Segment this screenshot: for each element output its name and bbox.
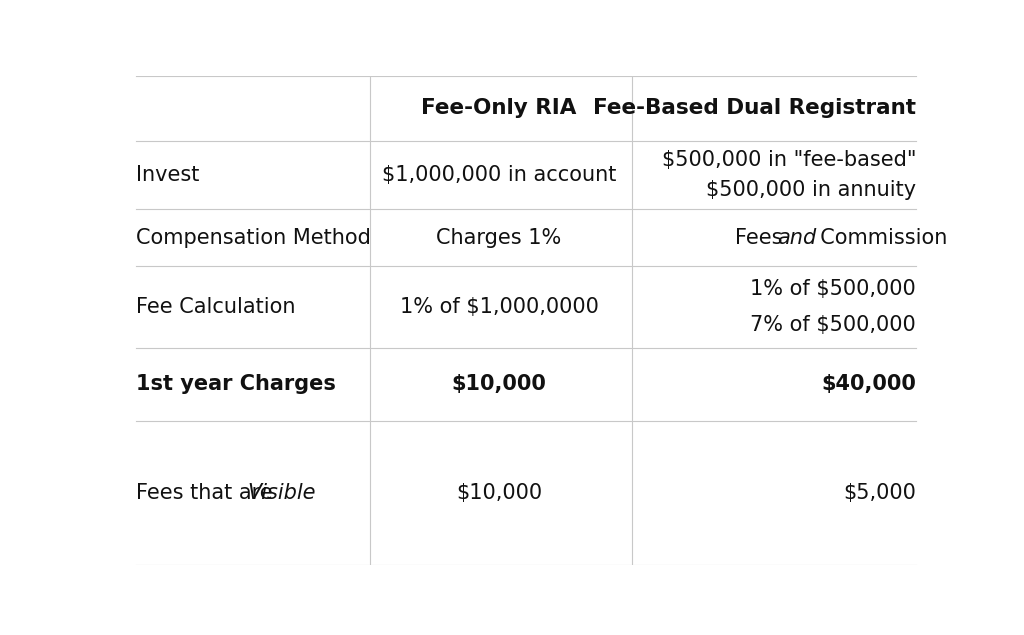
Text: $1,000,000 in account: $1,000,000 in account xyxy=(382,165,616,185)
Text: Fee-Only RIA: Fee-Only RIA xyxy=(421,98,577,119)
Text: 7% of $500,000: 7% of $500,000 xyxy=(751,315,916,335)
Text: 1% of $1,000,0000: 1% of $1,000,0000 xyxy=(399,297,598,317)
Text: Fees: Fees xyxy=(735,227,790,248)
Text: Fee-Based Dual Registrant: Fee-Based Dual Registrant xyxy=(593,98,916,119)
Text: Invest: Invest xyxy=(136,165,200,185)
Text: Fees that are: Fees that are xyxy=(136,483,280,503)
Text: 1% of $500,000: 1% of $500,000 xyxy=(751,279,916,299)
Text: $5,000: $5,000 xyxy=(843,483,916,503)
Text: $40,000: $40,000 xyxy=(821,374,916,394)
Text: Compensation Method: Compensation Method xyxy=(136,227,371,248)
Text: $10,000: $10,000 xyxy=(456,483,542,503)
Text: $500,000 in annuity: $500,000 in annuity xyxy=(706,180,916,200)
Text: 1st year Charges: 1st year Charges xyxy=(136,374,336,394)
Text: Commission: Commission xyxy=(807,227,947,248)
Text: Charges 1%: Charges 1% xyxy=(436,227,561,248)
Text: $500,000 in "fee-based": $500,000 in "fee-based" xyxy=(662,150,916,170)
Text: and: and xyxy=(777,227,816,248)
Text: Fee Calculation: Fee Calculation xyxy=(136,297,296,317)
Text: Visible: Visible xyxy=(247,483,315,503)
Text: $10,000: $10,000 xyxy=(452,374,547,394)
